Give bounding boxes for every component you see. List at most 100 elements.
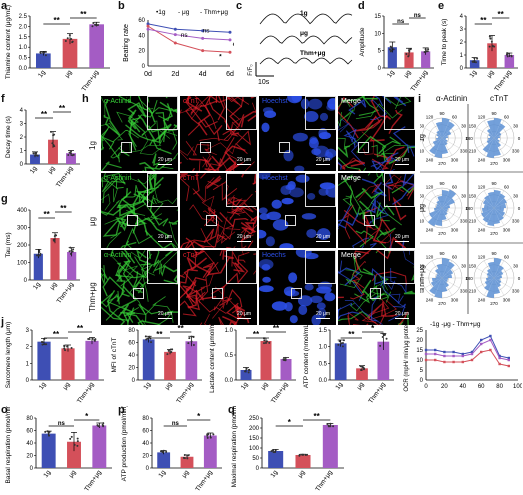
data-point <box>88 338 91 341</box>
nucleus <box>292 132 308 142</box>
data-point <box>392 48 395 51</box>
y-tick-label: 200 <box>249 426 260 432</box>
y-axis-label: Tau (ms) <box>5 232 12 257</box>
fiber <box>202 143 211 168</box>
fiber <box>112 129 140 143</box>
polar-bin <box>494 258 502 278</box>
nucleus <box>310 295 323 304</box>
y-tick-label: 250 <box>249 416 260 422</box>
micrograph-texture <box>338 173 415 248</box>
scale-bar-label: 20 μm <box>395 157 409 163</box>
data-point <box>408 49 411 52</box>
fiber <box>411 266 415 282</box>
panel-letter-b: b <box>118 0 125 12</box>
data-point <box>263 339 266 342</box>
polar-tick: 150 <box>469 194 477 199</box>
data-point <box>510 55 513 58</box>
bar-0 <box>469 60 480 68</box>
scale-bar <box>395 164 409 165</box>
data-point <box>489 37 492 40</box>
fiber <box>162 311 178 316</box>
zoom-inset <box>226 96 257 130</box>
data-point <box>187 342 190 345</box>
fiber <box>107 289 126 325</box>
fiber <box>183 250 197 287</box>
y-tick-label: 0 <box>256 466 260 472</box>
scale-bar <box>237 164 251 165</box>
fiber <box>241 222 255 235</box>
data-point <box>262 342 265 345</box>
fiber <box>247 240 254 248</box>
polar-bin <box>429 278 442 295</box>
series-line-0 <box>426 335 509 359</box>
panel-letter-g: g <box>1 193 8 205</box>
fiber <box>389 236 407 248</box>
polar-bin <box>494 208 504 221</box>
fiber <box>129 187 155 216</box>
polar-tick: 210 <box>420 289 425 294</box>
series-point <box>201 29 205 33</box>
data-point <box>169 351 172 354</box>
series-point <box>507 356 510 360</box>
polar-tick: 120 <box>426 254 434 259</box>
polar-bin <box>436 275 442 278</box>
fiber <box>123 302 157 317</box>
series-point <box>424 352 428 356</box>
fiber <box>180 177 190 202</box>
polar-tick: 30 <box>461 194 467 199</box>
fiber <box>119 204 149 236</box>
polar-tick: 330 <box>460 219 468 224</box>
fiber <box>338 145 350 159</box>
data-point <box>63 344 66 347</box>
sig-label: ns <box>172 421 180 427</box>
nucleus <box>289 187 304 198</box>
zoom-inset <box>226 173 257 207</box>
fiber <box>365 115 381 131</box>
polar-tick: 270 <box>490 301 498 306</box>
bar-2 <box>421 51 431 68</box>
y-tick-label: 3 <box>26 328 30 334</box>
data-point <box>161 451 164 454</box>
fiber <box>121 250 147 279</box>
polar-bin <box>434 268 442 278</box>
fiber <box>125 227 153 248</box>
fiber <box>348 99 367 115</box>
bar-0 <box>36 53 51 68</box>
fiber <box>338 267 361 286</box>
polar-tick: 270 <box>490 231 498 236</box>
stain-label: Hoechs <box>262 252 286 259</box>
fiber <box>144 230 176 248</box>
series-point <box>498 356 501 360</box>
polar-bin <box>436 273 442 278</box>
fiber <box>207 207 236 244</box>
nucleus <box>289 315 298 324</box>
polar-bin <box>442 135 448 138</box>
fiber <box>154 263 166 277</box>
series-line-0 <box>147 23 231 33</box>
y-tick-label: 40 <box>26 441 33 447</box>
fiber <box>123 185 140 198</box>
data-point <box>283 358 286 361</box>
series-point <box>507 358 510 362</box>
polar-bin <box>494 208 504 212</box>
annotation: ns <box>203 27 211 34</box>
polar-tick: 270 <box>438 301 446 306</box>
fiber <box>371 291 392 303</box>
polar-tick: 240 <box>478 228 486 233</box>
data-point <box>68 34 71 37</box>
polar-bin <box>442 208 448 213</box>
fiber <box>233 262 246 273</box>
fiber <box>369 242 377 248</box>
fiber <box>339 257 363 289</box>
data-point <box>326 423 329 426</box>
polar-bin <box>436 133 442 138</box>
data-point <box>39 252 42 255</box>
polar-bin <box>494 132 502 138</box>
data-point <box>40 340 43 343</box>
fiber <box>101 126 115 150</box>
fiber <box>338 309 360 321</box>
data-point <box>41 343 44 346</box>
polar-tick: 330 <box>512 289 520 294</box>
fiber <box>249 96 255 99</box>
x-tick-label: Thm+μg <box>56 281 76 305</box>
